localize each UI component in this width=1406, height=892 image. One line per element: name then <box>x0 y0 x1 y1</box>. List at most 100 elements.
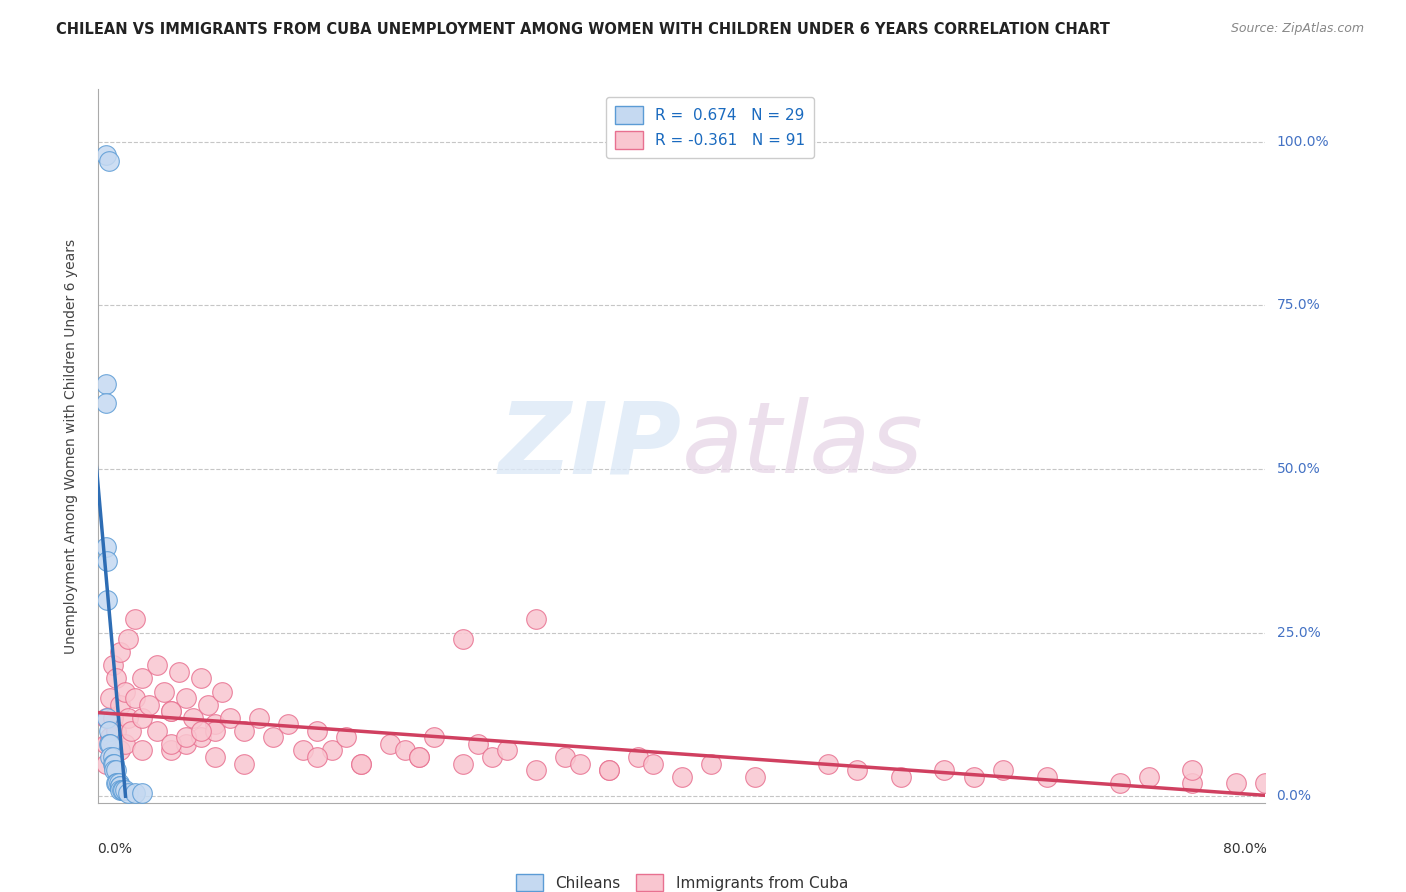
Point <box>204 723 226 738</box>
Point <box>98 750 121 764</box>
Legend: Chileans, Immigrants from Cuba: Chileans, Immigrants from Cuba <box>509 868 855 892</box>
Point <box>598 763 620 777</box>
Point <box>190 723 212 738</box>
Point <box>110 743 132 757</box>
Point <box>233 756 256 771</box>
Point <box>174 691 197 706</box>
Point <box>378 737 402 751</box>
Point <box>671 770 693 784</box>
Point <box>394 743 416 757</box>
Point <box>160 704 183 718</box>
Point <box>408 750 430 764</box>
Point <box>1225 776 1247 790</box>
Point <box>890 770 912 784</box>
Point <box>204 717 226 731</box>
Point <box>277 717 299 731</box>
Point <box>160 737 183 751</box>
Point <box>160 704 183 718</box>
Point <box>190 731 212 745</box>
Point <box>94 756 117 771</box>
Point <box>138 698 160 712</box>
Point <box>190 672 212 686</box>
Point <box>94 396 117 410</box>
Point <box>117 786 139 800</box>
Point <box>641 756 664 771</box>
Text: 25.0%: 25.0% <box>1277 625 1320 640</box>
Point <box>105 776 128 790</box>
Point <box>110 782 132 797</box>
Point <box>101 658 124 673</box>
Point <box>554 750 576 764</box>
Point <box>598 763 620 777</box>
Point <box>146 723 169 738</box>
Text: Source: ZipAtlas.com: Source: ZipAtlas.com <box>1230 22 1364 36</box>
Point <box>103 763 125 777</box>
Point <box>146 658 169 673</box>
Point <box>101 750 124 764</box>
Point <box>117 711 139 725</box>
Point <box>117 632 139 647</box>
Point <box>98 691 121 706</box>
Point <box>495 743 517 757</box>
Point <box>114 684 136 698</box>
Point <box>114 782 136 797</box>
Point <box>408 750 430 764</box>
Point <box>481 750 503 764</box>
Point <box>131 786 153 800</box>
Point <box>97 737 120 751</box>
Point <box>1181 763 1204 777</box>
Point <box>94 541 117 555</box>
Point <box>700 756 723 771</box>
Point <box>247 711 270 725</box>
Point <box>124 612 146 626</box>
Point <box>335 731 357 745</box>
Point <box>321 743 343 757</box>
Point <box>104 672 127 686</box>
Point <box>94 147 117 161</box>
Point <box>174 737 197 751</box>
Point <box>108 776 131 790</box>
Point <box>97 154 120 169</box>
Point <box>211 684 233 698</box>
Text: 80.0%: 80.0% <box>1223 842 1267 856</box>
Point <box>98 731 121 745</box>
Point <box>233 723 256 738</box>
Point <box>307 750 329 764</box>
Point <box>101 743 124 757</box>
Point <box>991 763 1014 777</box>
Text: 0.0%: 0.0% <box>1277 789 1312 804</box>
Point <box>112 782 135 797</box>
Point <box>744 770 766 784</box>
Point <box>124 691 146 706</box>
Point <box>1108 776 1130 790</box>
Point <box>98 737 121 751</box>
Point <box>1254 776 1277 790</box>
Point <box>101 756 124 771</box>
Point <box>110 780 132 794</box>
Point <box>124 786 146 800</box>
Point <box>350 756 373 771</box>
Point <box>845 763 868 777</box>
Point <box>451 632 474 647</box>
Point <box>524 763 547 777</box>
Point <box>94 711 117 725</box>
Point <box>291 743 314 757</box>
Point <box>96 553 118 567</box>
Text: 0.0%: 0.0% <box>97 842 132 856</box>
Point <box>423 731 446 745</box>
Text: 75.0%: 75.0% <box>1277 298 1320 312</box>
Point <box>307 723 329 738</box>
Point <box>467 737 489 751</box>
Point <box>218 711 240 725</box>
Point <box>131 711 153 725</box>
Text: 100.0%: 100.0% <box>1277 135 1329 149</box>
Point <box>101 711 124 725</box>
Point <box>262 731 284 745</box>
Point <box>160 743 183 757</box>
Point <box>1181 776 1204 790</box>
Point <box>104 776 127 790</box>
Point <box>111 782 134 797</box>
Point <box>153 684 176 698</box>
Text: 50.0%: 50.0% <box>1277 462 1320 476</box>
Point <box>94 737 117 751</box>
